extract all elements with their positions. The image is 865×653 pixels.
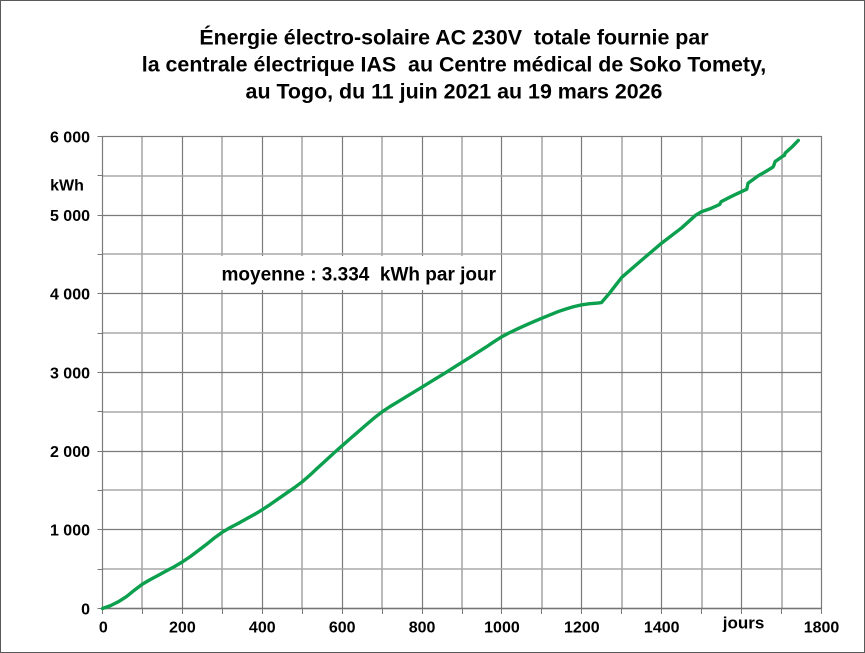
svg-text:6 000: 6 000	[50, 129, 90, 146]
svg-text:au Togo, du 11 juin 2021 au 19: au Togo, du 11 juin 2021 au 19 mars 2026	[246, 80, 663, 104]
svg-text:3 000: 3 000	[50, 365, 90, 382]
svg-text:Énergie électro-solaire AC 230: Énergie électro-solaire AC 230V totale f…	[199, 25, 708, 50]
svg-text:1800: 1800	[804, 620, 840, 637]
svg-text:0: 0	[99, 620, 108, 637]
svg-text:4 000: 4 000	[50, 287, 90, 304]
svg-text:la centrale électrique IAS au: la centrale électrique IAS au Centre méd…	[142, 53, 767, 77]
svg-text:2 000: 2 000	[50, 444, 90, 461]
svg-text:800: 800	[409, 620, 436, 637]
svg-text:moyenne : 3.334 kWh par jour: moyenne : 3.334 kWh par jour	[222, 264, 497, 285]
svg-text:400: 400	[249, 620, 276, 637]
svg-text:1200: 1200	[564, 620, 600, 637]
svg-text:0: 0	[81, 601, 90, 618]
svg-text:1 000: 1 000	[50, 523, 90, 540]
svg-text:1400: 1400	[644, 620, 680, 637]
svg-text:200: 200	[169, 620, 196, 637]
svg-text:5 000: 5 000	[50, 208, 90, 225]
svg-text:600: 600	[329, 620, 356, 637]
svg-text:jours: jours	[722, 614, 765, 633]
svg-text:1000: 1000	[484, 620, 520, 637]
svg-text:kWh: kWh	[50, 178, 84, 195]
